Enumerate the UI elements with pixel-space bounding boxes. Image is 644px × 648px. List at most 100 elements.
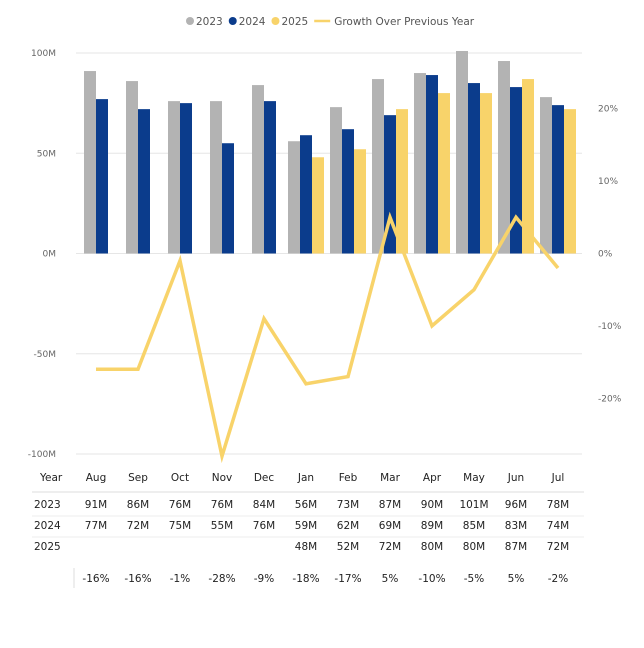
legend-label: Growth Over Previous Year [334, 16, 475, 28]
x-tick-label: Jun [507, 472, 524, 484]
bar-2023 [168, 101, 180, 254]
table-row-label: 2024 [34, 520, 61, 532]
table-cell: 80M [463, 541, 485, 553]
legend-dot-marker [228, 17, 237, 25]
table-cell: 48M [295, 541, 317, 553]
x-tick-label: Feb [339, 472, 358, 484]
bar-2024 [384, 115, 396, 254]
table-cell: 96M [505, 499, 527, 511]
table-header-label: Year [39, 472, 63, 484]
bar-2023 [288, 141, 300, 254]
table-cell: 78M [547, 499, 569, 511]
x-tick-label: Jan [297, 472, 314, 484]
table-cell: 75M [169, 520, 191, 532]
bar-2024 [264, 101, 276, 254]
bar-2023 [252, 85, 264, 254]
table-cell: 73M [337, 499, 359, 511]
legend-label: 2025 [281, 16, 308, 28]
table-cell: 77M [85, 520, 107, 532]
table-cell: 52M [337, 541, 359, 553]
bar-2024 [96, 99, 108, 254]
table-cell: 5% [382, 573, 399, 585]
bar-2024 [468, 83, 480, 254]
x-tick-label: Jul [551, 472, 565, 484]
bar-2023 [540, 97, 552, 254]
y-right-tick-label: -10% [598, 322, 622, 332]
bar-2025 [396, 109, 408, 254]
table-cell: 76M [211, 499, 233, 511]
bar-2023 [498, 61, 510, 254]
bar-2023 [414, 73, 426, 254]
legend-dot-marker [186, 17, 194, 25]
bar-2025 [522, 79, 534, 254]
bar-2024 [300, 135, 312, 254]
table-cell: 91M [85, 499, 107, 511]
table-cell: -9% [254, 573, 274, 585]
y-right-tick-label: 20% [598, 105, 618, 115]
table-cell: -16% [82, 573, 109, 585]
x-tick-label: May [463, 472, 485, 484]
bar-2023 [84, 71, 96, 254]
table-cell: 59M [295, 520, 317, 532]
table-cell: 72M [547, 541, 569, 553]
table-cell: 85M [463, 520, 485, 532]
y-left-tick-label: -50M [34, 350, 56, 360]
bar-2024 [552, 105, 564, 254]
table-cell: 84M [253, 499, 275, 511]
table-cell: 90M [421, 499, 443, 511]
bar-2025 [480, 93, 492, 254]
x-tick-label: Aug [86, 472, 107, 484]
y-left-tick-label: 0M [43, 250, 57, 260]
y-right-tick-label: -20% [598, 394, 622, 404]
table-cell: 87M [505, 541, 527, 553]
y-left-tick-label: 50M [37, 149, 56, 159]
legend-label: 2023 [196, 16, 223, 28]
bar-2025 [438, 93, 450, 254]
table-cell: 55M [211, 520, 233, 532]
table-cell: 101M [459, 499, 488, 511]
table-cell: 69M [379, 520, 401, 532]
bar-2023 [372, 79, 384, 254]
growth-line [96, 211, 560, 464]
y-left-tick-label: -100M [28, 450, 56, 460]
bar-2023 [126, 81, 138, 254]
table-cell: -10% [418, 573, 445, 585]
table-cell: 89M [421, 520, 443, 532]
table-cell: -2% [548, 573, 568, 585]
table-row-label: 2023 [34, 499, 61, 511]
bar-2023 [456, 50, 468, 254]
bar-2025 [312, 157, 324, 254]
y-right-tick-label: 0% [598, 250, 613, 260]
table-cell: -18% [292, 573, 319, 585]
bar-2025 [354, 149, 366, 254]
x-tick-label: Nov [212, 472, 233, 484]
table-cell: 72M [379, 541, 401, 553]
table-cell: 74M [547, 520, 569, 532]
table-cell: 62M [337, 520, 359, 532]
table-cell: -1% [170, 573, 190, 585]
x-tick-label: Oct [171, 472, 189, 484]
bar-2024 [138, 109, 150, 254]
table-cell: 87M [379, 499, 401, 511]
table-cell: 83M [505, 520, 527, 532]
bar-2025 [564, 109, 576, 254]
bar-2024 [342, 129, 354, 254]
bar-2024 [510, 87, 522, 254]
bar-2023 [330, 107, 342, 254]
y-right-tick-label: 10% [598, 177, 618, 187]
table-cell: -5% [464, 573, 484, 585]
table-cell: -28% [208, 573, 235, 585]
legend-label: 2024 [239, 16, 266, 28]
x-tick-label: Dec [254, 472, 275, 484]
bar-2024 [426, 75, 438, 254]
table-row-label: 2025 [34, 541, 61, 553]
table-cell: 76M [169, 499, 191, 511]
x-tick-label: Sep [128, 472, 148, 484]
table-cell: 86M [127, 499, 149, 511]
table-cell: 80M [421, 541, 443, 553]
table-cell: 5% [508, 573, 525, 585]
table-cell: 72M [127, 520, 149, 532]
table-cell: -16% [124, 573, 151, 585]
x-tick-label: Apr [423, 472, 442, 484]
